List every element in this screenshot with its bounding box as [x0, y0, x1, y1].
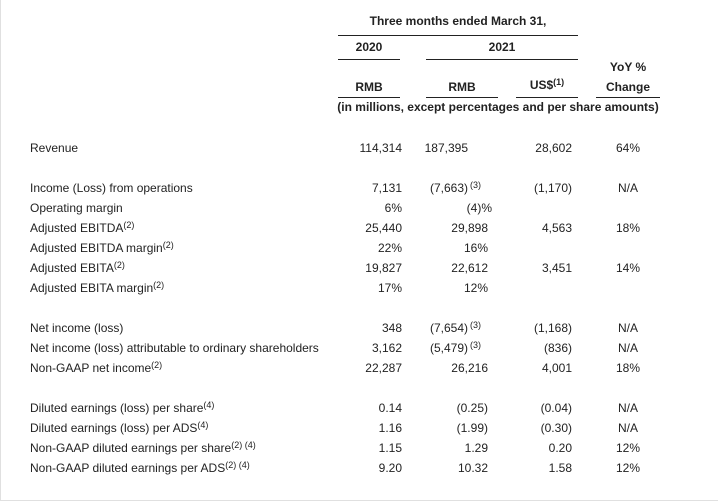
value-rmb-2021: 1.29: [464, 441, 488, 455]
row-label: Diluted earnings (loss) per ADS(4): [30, 420, 209, 436]
row-label: Adjusted EBITA(2): [30, 260, 125, 276]
value-rmb-2021: (7,663): [429, 181, 468, 195]
value-2020: 25,440: [365, 221, 402, 235]
value-rmb-2021: 10.32: [457, 461, 488, 475]
rmb-2020-underline: [338, 97, 400, 98]
value-yoy: N/A: [617, 341, 638, 355]
value-rmb-2021-footnote: (3): [470, 180, 481, 190]
value-2020: 9.20: [378, 461, 402, 475]
value-yoy: N/A: [617, 401, 638, 415]
value-usd-2021: (1,168): [533, 321, 572, 335]
value-yoy: 12%: [615, 441, 641, 455]
yoy-header-line1: YoY %: [609, 60, 647, 74]
row-label: Income (Loss) from operations: [30, 181, 193, 195]
value-2020: 114,314: [359, 141, 403, 155]
value-2020: 0.14: [378, 401, 402, 415]
value-2020: 22,287: [365, 361, 402, 375]
row-label: Adjusted EBITDA margin(2): [30, 240, 174, 256]
value-yoy: 12%: [615, 461, 641, 475]
row-label: Adjusted EBITA margin(2): [30, 280, 165, 296]
value-yoy: N/A: [617, 321, 638, 335]
yoy-underline: [596, 97, 660, 98]
value-usd-2021: 4,001: [541, 361, 572, 375]
year-2020-underline: [338, 59, 400, 60]
period-underline: [338, 35, 578, 36]
row-label: Non-GAAP diluted earnings per share(2) (…: [30, 440, 256, 456]
value-2020: 7,131: [371, 181, 402, 195]
value-rmb-2021: 26,216: [451, 361, 488, 375]
year-2021-header: 2021: [488, 40, 516, 54]
value-yoy: 14%: [615, 261, 641, 275]
usd-underline: [516, 97, 578, 98]
row-label: Net income (loss): [30, 321, 124, 335]
value-2020: 19,827: [365, 261, 402, 275]
value-usd-2021: (836): [543, 341, 572, 355]
value-yoy: 64%: [615, 141, 641, 155]
usd-header-label: US$: [529, 78, 554, 92]
usd-header-footnote: (1): [553, 77, 565, 87]
rmb-2020-header: RMB: [355, 80, 383, 94]
value-usd-2021: 28,602: [535, 141, 572, 155]
value-2020: 22%: [377, 241, 402, 255]
value-rmb-2021: 29,898: [451, 221, 488, 235]
value-2020: 1.15: [378, 441, 402, 455]
value-rmb-2021: (5,479): [429, 341, 468, 355]
value-rmb-2021: 187,395: [424, 141, 468, 155]
value-yoy: N/A: [617, 181, 638, 195]
row-label: Net income (loss) attributable to ordina…: [30, 341, 319, 355]
row-label: Diluted earnings (loss) per share(4): [30, 400, 215, 416]
rmb-2021-header: RMB: [448, 80, 476, 94]
value-rmb-2021-footnote: (3): [470, 320, 481, 330]
value-rmb-2021: 16%: [463, 241, 488, 255]
value-usd-2021: (0.04): [540, 401, 572, 415]
row-label: Adjusted EBITDA(2): [30, 220, 135, 236]
row-label: Revenue: [30, 141, 79, 155]
period-header: Three months ended March 31,: [369, 14, 547, 28]
value-2020: 17%: [377, 281, 402, 295]
value-rmb-2021: (4)%: [466, 201, 492, 215]
value-rmb-2021: 22,612: [451, 261, 488, 275]
value-2020: 6%: [384, 201, 402, 215]
usd-header: US$(1): [516, 77, 578, 93]
value-usd-2021: (1,170): [533, 181, 572, 195]
row-label: Non-GAAP diluted earnings per ADS(2) (4): [30, 460, 250, 476]
rmb-2021-underline: [426, 97, 498, 98]
value-yoy: 18%: [615, 361, 641, 375]
value-rmb-2021-footnote: (3): [470, 340, 481, 350]
year-2021-underline: [426, 59, 578, 60]
row-label: Non-GAAP net income(2): [30, 360, 163, 376]
value-usd-2021: 3,451: [541, 261, 572, 275]
value-2020: 3,162: [371, 341, 402, 355]
value-usd-2021: 0.20: [548, 441, 572, 455]
yoy-header-line2: Change: [605, 80, 650, 94]
value-2020: 348: [381, 321, 402, 335]
units-note: (in millions, except percentages and per…: [337, 100, 659, 114]
value-rmb-2021: (7,654): [429, 321, 468, 335]
value-yoy: 18%: [615, 221, 641, 235]
value-usd-2021: (0.30): [540, 421, 572, 435]
value-rmb-2021: 12%: [463, 281, 488, 295]
value-rmb-2021: (0.25): [456, 401, 488, 415]
value-2020: 1.16: [378, 421, 402, 435]
row-label: Operating margin: [30, 201, 123, 215]
value-usd-2021: 1.58: [548, 461, 572, 475]
value-rmb-2021: (1.99): [456, 421, 488, 435]
value-usd-2021: 4,563: [541, 221, 572, 235]
value-yoy: N/A: [617, 421, 638, 435]
year-2020-header: 2020: [355, 40, 383, 54]
frame-left-border: [0, 0, 1, 501]
